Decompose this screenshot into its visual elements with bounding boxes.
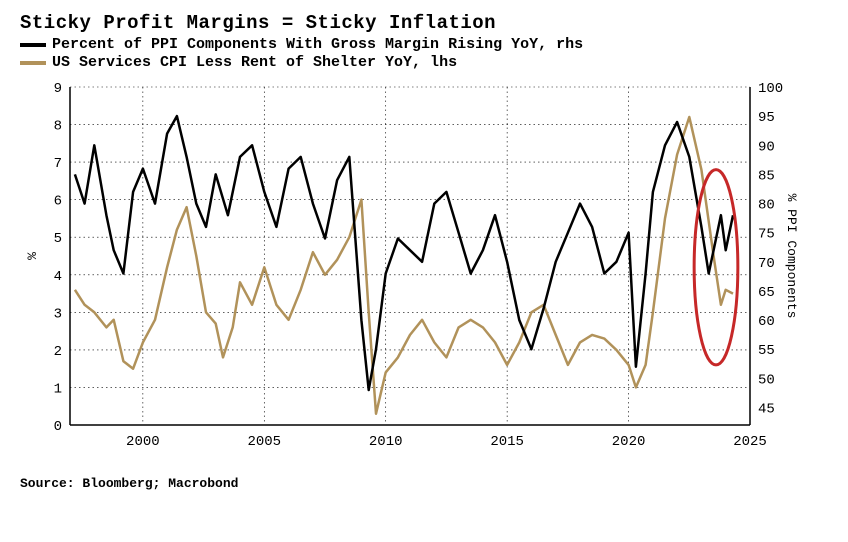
svg-text:55: 55	[758, 343, 775, 359]
svg-text:75: 75	[758, 227, 775, 243]
svg-text:2020: 2020	[612, 434, 646, 450]
line-chart-svg: 0123456789455055606570758085909510020002…	[20, 75, 800, 465]
svg-text:90: 90	[758, 139, 775, 155]
source-label: Source: Bloomberg; Macrobond	[20, 476, 828, 491]
svg-text:% PPI Components: % PPI Components	[784, 194, 799, 319]
svg-text:8: 8	[54, 119, 62, 135]
svg-text:1: 1	[54, 381, 62, 397]
svg-text:100: 100	[758, 81, 783, 97]
svg-text:7: 7	[54, 156, 62, 172]
svg-text:85: 85	[758, 168, 775, 184]
svg-text:9: 9	[54, 81, 62, 97]
svg-text:4: 4	[54, 269, 62, 285]
svg-text:50: 50	[758, 372, 775, 388]
legend-swatch-1	[20, 43, 46, 47]
svg-text:45: 45	[758, 402, 775, 418]
svg-text:2010: 2010	[369, 434, 403, 450]
legend-label-2: US Services CPI Less Rent of Shelter YoY…	[52, 54, 457, 71]
svg-text:2015: 2015	[490, 434, 524, 450]
svg-text:2: 2	[54, 344, 62, 360]
svg-text:2005: 2005	[247, 434, 281, 450]
legend-swatch-2	[20, 61, 46, 65]
svg-text:0: 0	[54, 419, 62, 435]
chart-title: Sticky Profit Margins = Sticky Inflation	[20, 12, 828, 34]
svg-text:5: 5	[54, 231, 62, 247]
svg-text:65: 65	[758, 285, 775, 301]
svg-text:2025: 2025	[733, 434, 767, 450]
svg-text:6: 6	[54, 194, 62, 210]
svg-text:80: 80	[758, 198, 775, 214]
svg-text:70: 70	[758, 256, 775, 272]
legend-item-1: Percent of PPI Components With Gross Mar…	[20, 36, 828, 53]
legend-label-1: Percent of PPI Components With Gross Mar…	[52, 36, 583, 53]
svg-text:95: 95	[758, 110, 775, 126]
svg-text:60: 60	[758, 314, 775, 330]
legend-item-2: US Services CPI Less Rent of Shelter YoY…	[20, 54, 828, 71]
svg-text:3: 3	[54, 306, 62, 322]
svg-text:2000: 2000	[126, 434, 160, 450]
svg-text:%: %	[25, 252, 40, 260]
chart-area: 0123456789455055606570758085909510020002…	[20, 75, 828, 470]
